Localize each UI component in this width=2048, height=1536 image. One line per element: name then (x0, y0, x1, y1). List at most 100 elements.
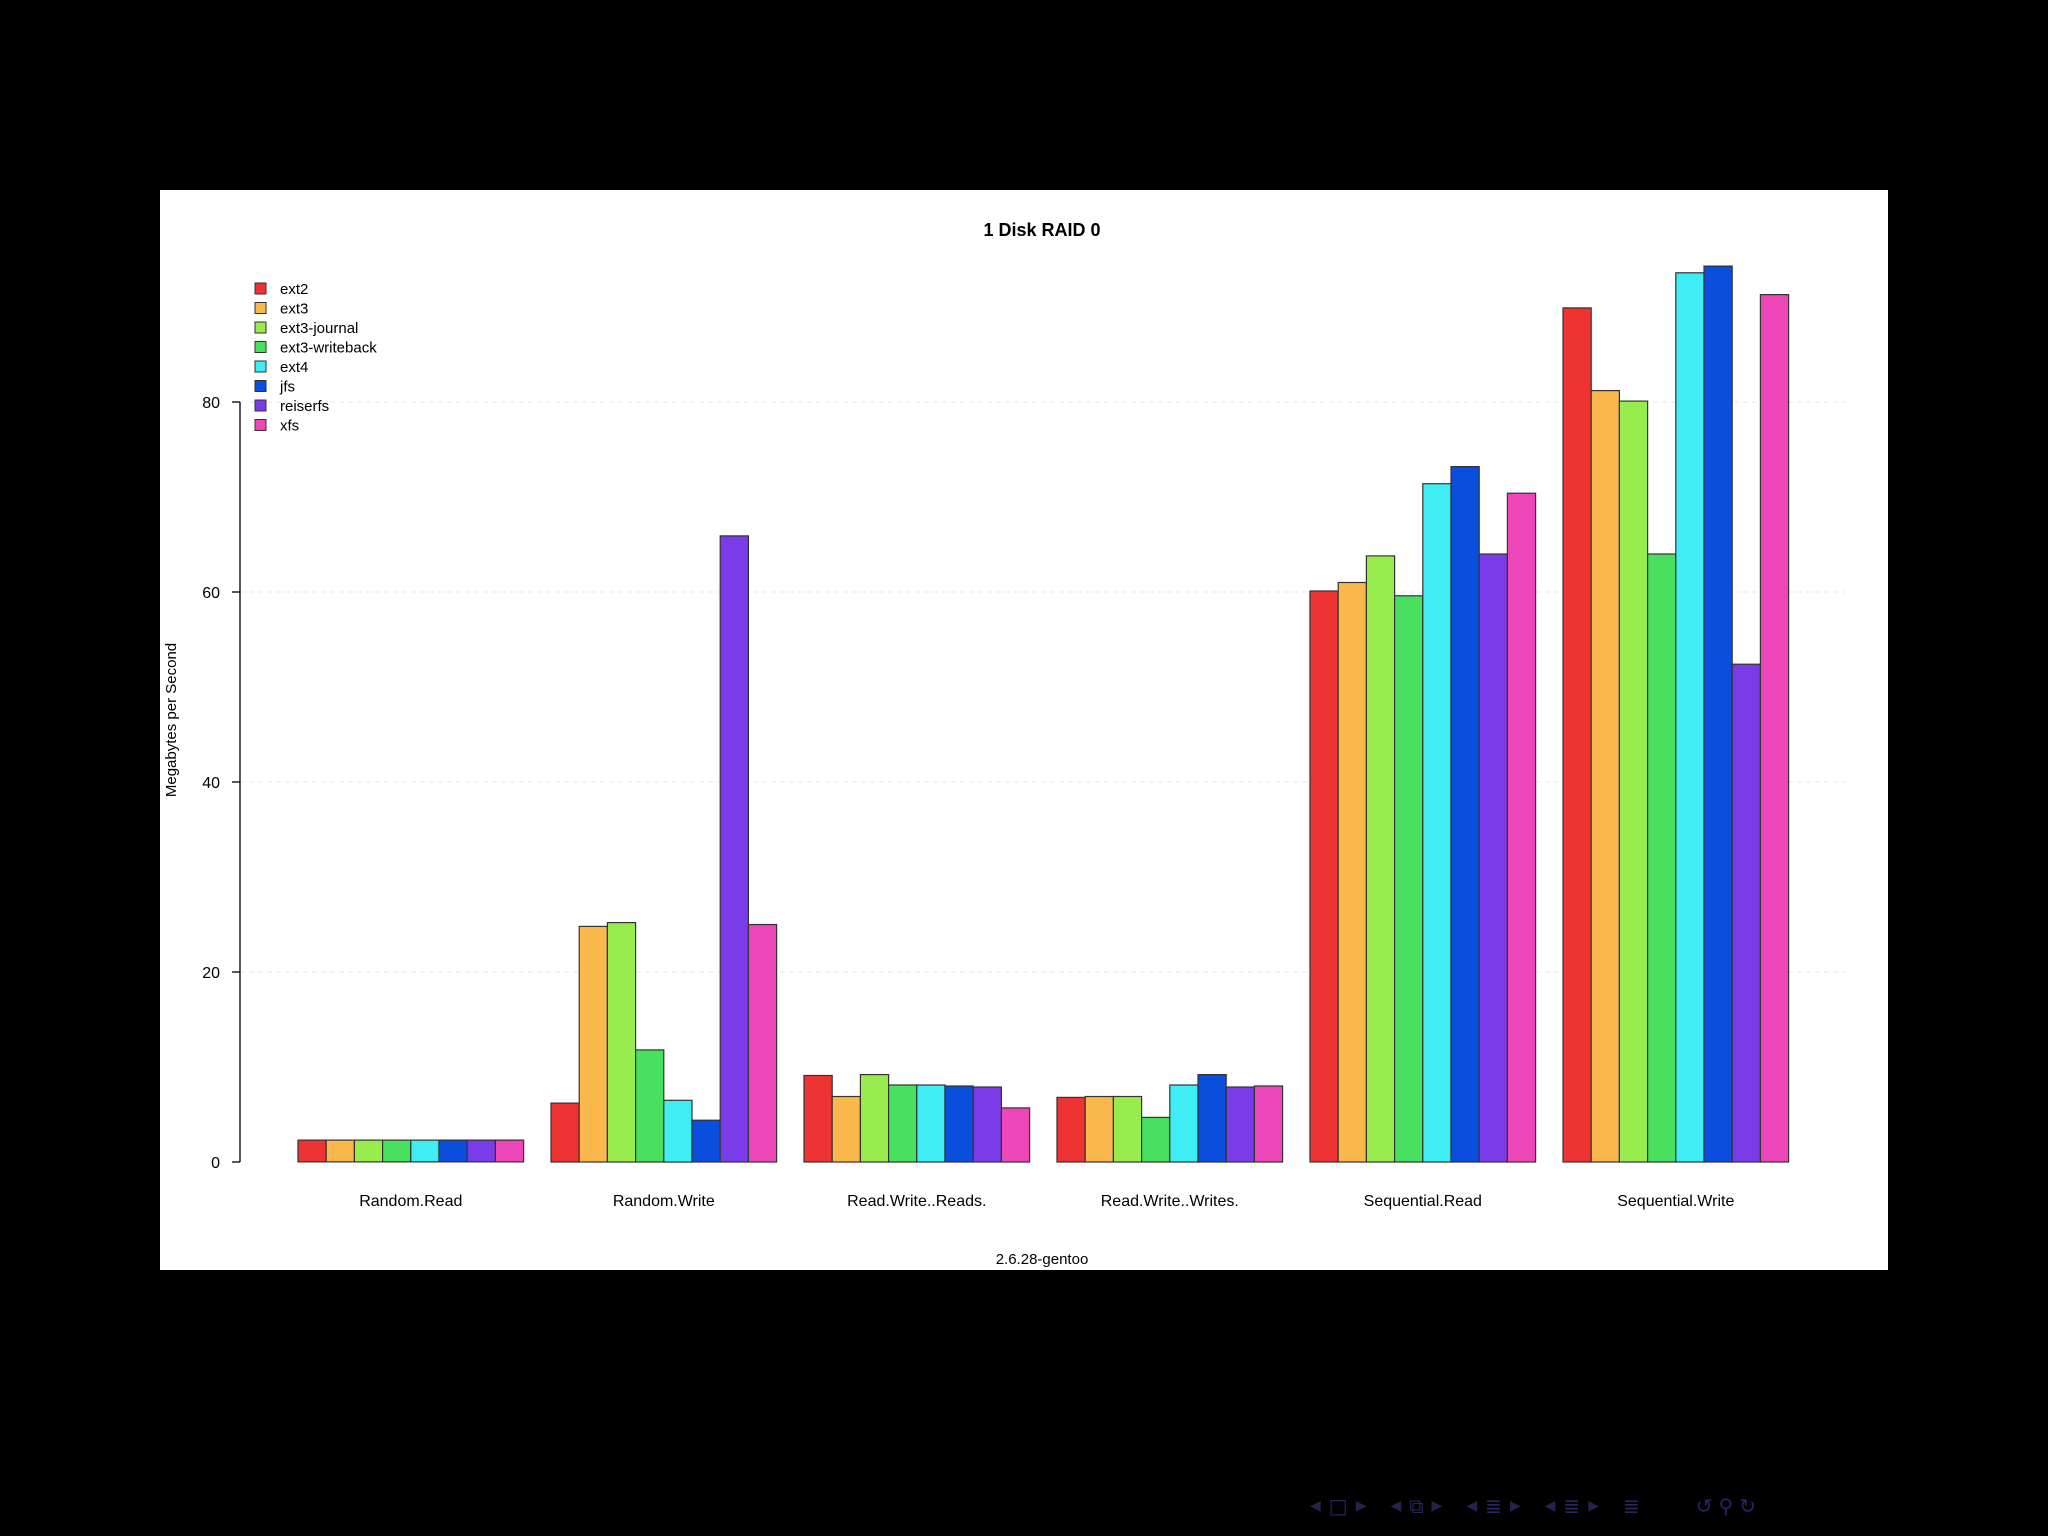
bar-ext3 (1084, 1095, 1115, 1163)
chart-title: 1 Disk RAID 0 (983, 220, 1100, 240)
back-icon[interactable]: ↺ (1695, 1494, 1713, 1518)
bar-xfs (1506, 492, 1537, 1163)
bar-ext4 (410, 1139, 440, 1163)
x-category-label: Read.Write..Reads. (847, 1193, 986, 1210)
bar-ext4 (1675, 272, 1705, 1163)
bar-ext3-journal (606, 921, 637, 1163)
bar-group (297, 1139, 525, 1163)
legend-swatch (254, 419, 267, 431)
bar-ext4 (1169, 1084, 1199, 1163)
bar-ext3-journal (859, 1073, 890, 1163)
arrow-left-icon[interactable]: ◀ (1390, 1498, 1402, 1514)
y-axis-title: Megabytes per Second (163, 643, 180, 797)
bar-xfs (494, 1139, 525, 1163)
bar-reiserfs (1478, 553, 1508, 1163)
align-icon[interactable]: ≣ (1622, 1494, 1640, 1518)
legend-label: ext3-journal (280, 320, 358, 337)
bar-reiserfs (719, 535, 750, 1163)
bar-group (1562, 265, 1790, 1163)
bar-ext3 (1337, 581, 1367, 1163)
bar-xfs (1759, 293, 1790, 1163)
legend-label: reiserfs (280, 398, 329, 415)
arrow-right-icon[interactable]: ▶ (1588, 1498, 1599, 1514)
bar-reiserfs (1731, 663, 1761, 1163)
bar-reiserfs (466, 1139, 497, 1163)
x-category-label: Read.Write..Writes. (1101, 1193, 1239, 1210)
bar-jfs (944, 1085, 974, 1163)
bar-jfs (438, 1139, 468, 1163)
bar-ext4 (663, 1099, 693, 1163)
section-icon[interactable]: ≣ (1485, 1494, 1502, 1518)
legend-swatch (254, 341, 267, 353)
arrow-left-icon[interactable]: ◀ (1466, 1498, 1478, 1514)
y-tick-label: 80 (202, 395, 220, 412)
legend-swatch (254, 380, 267, 392)
bar-group (1309, 466, 1537, 1163)
bar-ext3 (325, 1139, 355, 1163)
search-icon[interactable]: ⚲ (1718, 1494, 1734, 1518)
bar-ext3 (1590, 390, 1620, 1163)
legend-item: xfs (254, 418, 299, 435)
bar-ext3-writeback (635, 1049, 665, 1163)
frame-icon[interactable]: □ (1328, 1494, 1348, 1518)
legend-label: xfs (280, 418, 299, 435)
x-category-label: Sequential.Write (1617, 1193, 1734, 1210)
bar-jfs (1197, 1073, 1227, 1163)
legend-item: ext4 (254, 359, 308, 376)
bar-group (803, 1073, 1031, 1163)
legend-swatch (254, 399, 267, 412)
legend-label: ext2 (280, 281, 308, 298)
bars (297, 265, 1790, 1163)
arrow-right-icon[interactable]: ▶ (1431, 1498, 1443, 1514)
legend-label: jfs (279, 379, 295, 396)
arrow-right-icon[interactable]: ▶ (1509, 1498, 1521, 1514)
arrow-left-icon[interactable]: ◀ (1310, 1498, 1321, 1514)
bar-ext4 (1422, 483, 1452, 1163)
document-icon[interactable]: ≣ (1563, 1494, 1581, 1518)
legend-item: ext2 (254, 281, 308, 298)
nav-group-document: ◀ ≣ ▶ (1545, 1496, 1599, 1516)
bar-chart: 0 20 40 60 80 Random.Read Random.Write Read.Wr… (163, 220, 1845, 1268)
x-axis-title: 2.6.28-gentoo (996, 1251, 1089, 1268)
nav-group-section: ◀ ≣ ▶ (1466, 1496, 1520, 1516)
y-tick-label: 20 (202, 965, 220, 982)
y-tick-label: 60 (202, 585, 220, 602)
bar-ext3-writeback (887, 1084, 918, 1163)
arrow-right-icon[interactable]: ▶ (1355, 1498, 1367, 1514)
legend-label: ext3-writeback (280, 340, 377, 357)
bar-ext2 (803, 1074, 833, 1163)
legend-item: reiserfs (254, 398, 329, 415)
bar-ext2 (1562, 307, 1592, 1163)
subsection-icon[interactable]: ⧉ (1409, 1494, 1424, 1518)
bar-reiserfs (972, 1086, 1003, 1163)
forward-icon[interactable]: ↻ (1739, 1494, 1756, 1518)
bar-jfs (691, 1119, 721, 1163)
bar-ext3-writeback (1140, 1116, 1171, 1163)
bar-ext3-journal (1618, 400, 1649, 1163)
legend-label: ext3 (280, 301, 308, 318)
bar-group (550, 535, 778, 1163)
legend-item: ext3-journal (254, 320, 358, 337)
bar-ext3-writeback (1646, 553, 1677, 1163)
legend-label: ext4 (280, 359, 308, 376)
bar-jfs (1450, 466, 1480, 1163)
y-tick-label: 0 (211, 1155, 220, 1172)
bar-ext3-journal (1112, 1095, 1143, 1163)
legend-swatch (254, 302, 267, 314)
bar-jfs (1703, 265, 1733, 1163)
bar-xfs (1253, 1085, 1284, 1163)
slide-navigation: ◀ □ ▶ ◀ ⧉ ▶ ◀ ≣ ▶ ◀ ≣ ▶ ≣ ↺ ⚲ ↻ (1310, 1490, 2040, 1522)
bar-reiserfs (1225, 1086, 1255, 1163)
bar-ext4 (916, 1084, 946, 1163)
y-tick-label: 40 (202, 775, 220, 792)
bar-ext2 (550, 1102, 580, 1163)
bar-xfs (1000, 1107, 1031, 1163)
x-category-label: Random.Write (613, 1193, 715, 1210)
bar-ext3-journal (353, 1139, 384, 1163)
nav-group-subsection: ◀ ⧉ ▶ (1390, 1496, 1442, 1516)
bar-ext3-writeback (1393, 595, 1424, 1163)
arrow-left-icon[interactable]: ◀ (1544, 1498, 1556, 1514)
legend-swatch (254, 282, 267, 295)
legend-item: ext3-writeback (254, 340, 377, 357)
legend: ext2 ext3 ext3-journal ext3-writeback ext4 jf… (254, 281, 377, 435)
